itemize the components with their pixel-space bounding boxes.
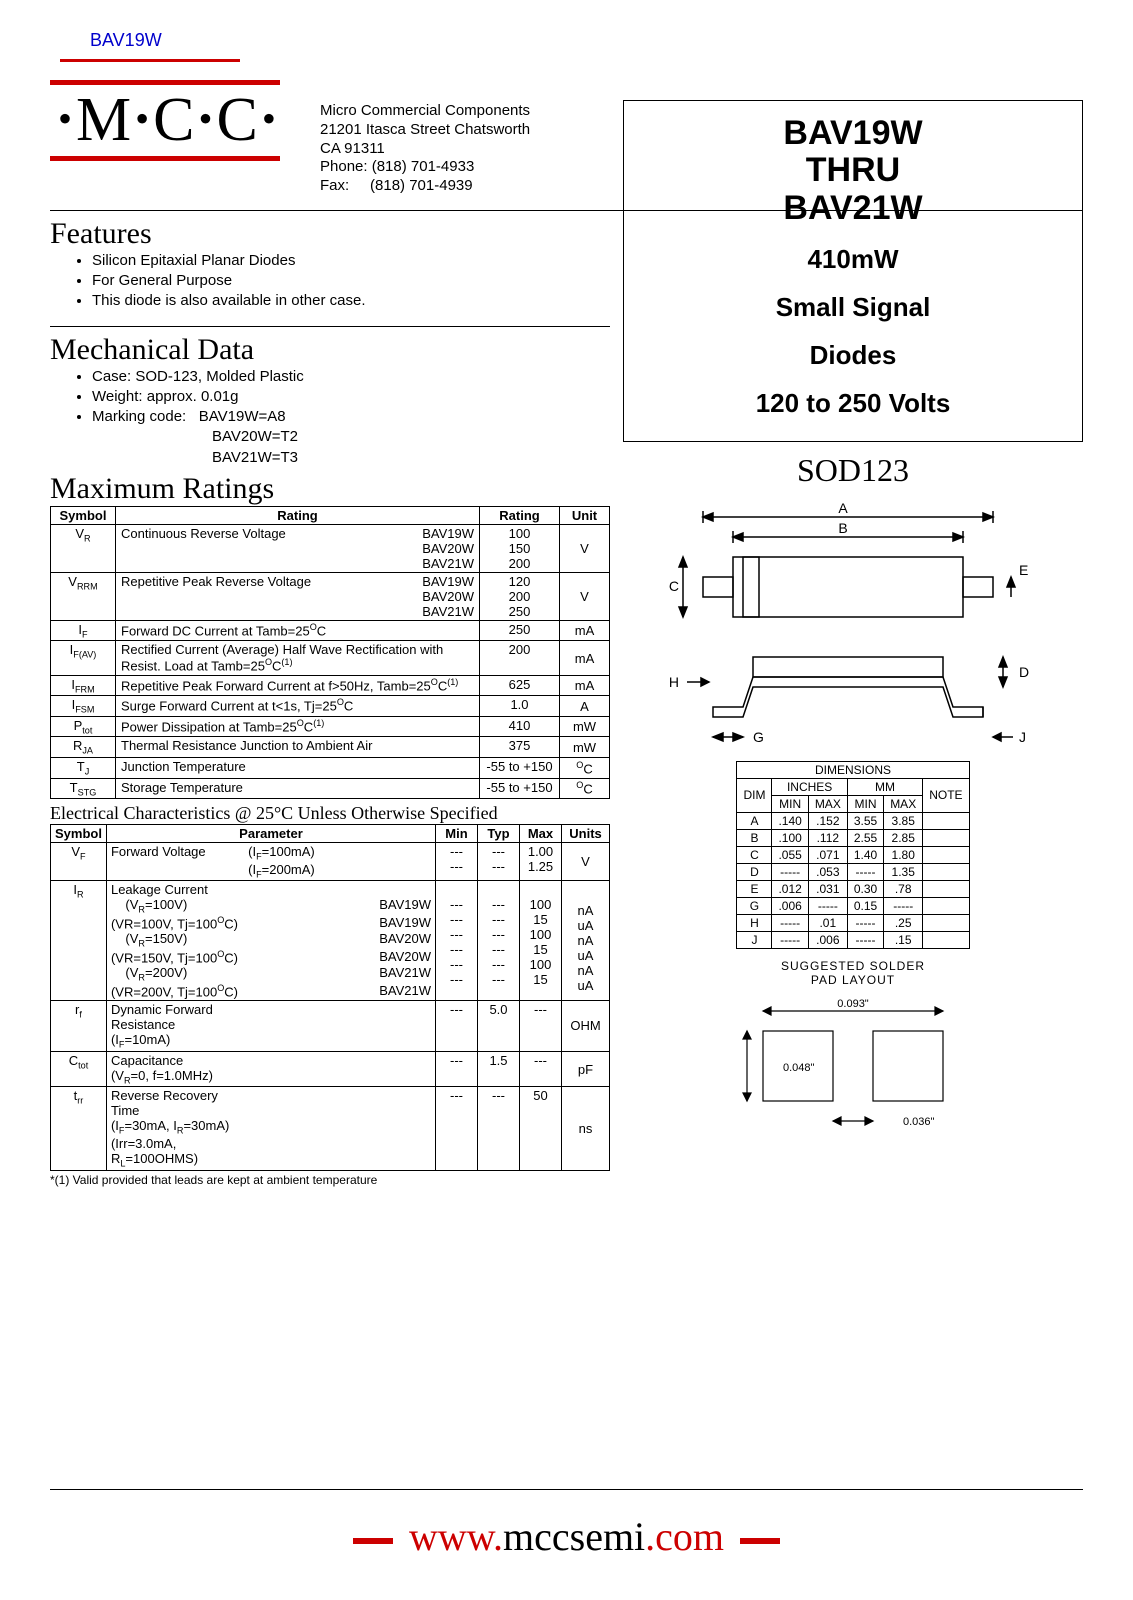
table-row: CtotCapacitance(VR=0, f=1.0MHz)--- 1.5 -… bbox=[51, 1051, 610, 1087]
mechanical-weight: Weight: approx. 0.01g bbox=[92, 387, 610, 407]
solder-diagram: 0.093" 0.048" 0.036" bbox=[703, 991, 1003, 1151]
footer-url: www.mccsemi.com bbox=[0, 1513, 1133, 1560]
table-row: IF(AV)Rectified Current (Average) Half W… bbox=[51, 641, 610, 675]
left-column: Features Silicon Epitaxial Planar Diodes… bbox=[50, 217, 610, 1187]
table-row: C.055.0711.401.80 bbox=[737, 846, 969, 863]
footer-divider bbox=[50, 1489, 1083, 1490]
company-city: CA 91311 bbox=[320, 140, 530, 159]
table-header-row: Symbol Rating Rating Unit bbox=[51, 506, 610, 524]
svg-text:A: A bbox=[838, 500, 848, 516]
table-row: IFRMRepetitive Peak Forward Current at f… bbox=[51, 675, 610, 696]
title-box: BAV19W THRU BAV21W 410mW Small Signal Di… bbox=[623, 100, 1083, 442]
mechanical-heading: Mechanical Data bbox=[50, 333, 610, 367]
feature-item: For General Purpose bbox=[92, 271, 610, 291]
table-row: A.140.1523.553.85 bbox=[737, 812, 969, 829]
svg-text:0.036": 0.036" bbox=[903, 1116, 935, 1128]
feature-item: This diode is also available in other ca… bbox=[92, 291, 610, 311]
fax-number: (818) 701-4939 bbox=[370, 177, 473, 194]
title-sub: 120 to 250 Volts bbox=[634, 389, 1072, 419]
company-street: 21201 Itasca Street Chatsworth bbox=[320, 121, 530, 140]
svg-text:E: E bbox=[1019, 562, 1028, 578]
package-diagram: A B C E H bbox=[643, 497, 1063, 757]
table-row: D-----.053-----1.35 bbox=[737, 863, 969, 880]
elec-char-table: Symbol Parameter Min Typ Max Units VFFor… bbox=[50, 824, 610, 1170]
header-link[interactable]: BAV19W bbox=[90, 30, 1083, 51]
title-sub: Small Signal bbox=[634, 293, 1072, 323]
table-row: B.100.1122.552.85 bbox=[737, 829, 969, 846]
package-label: SOD123 bbox=[623, 452, 1083, 489]
svg-text:B: B bbox=[838, 520, 847, 536]
max-ratings-heading: Maximum Ratings bbox=[50, 472, 610, 506]
table-row: G.006-----0.15----- bbox=[737, 897, 969, 914]
mechanical-case: Case: SOD-123, Molded Plastic bbox=[92, 367, 610, 387]
svg-text:J: J bbox=[1019, 729, 1026, 745]
table-row: TJJunction Temperature-55 to +150OC bbox=[51, 758, 610, 779]
table-row: IFSMSurge Forward Current at t<1s, Tj=25… bbox=[51, 696, 610, 717]
svg-text:H: H bbox=[669, 674, 679, 690]
table-row: VFForward Voltage(IF=100mA)(IF=200mA)---… bbox=[51, 843, 610, 881]
table-row: E.012.0310.30.78 bbox=[737, 880, 969, 897]
divider bbox=[50, 326, 610, 327]
solder-title: SUGGESTED SOLDERPAD LAYOUT bbox=[623, 959, 1083, 987]
title-line: BAV21W bbox=[634, 190, 1072, 227]
svg-text:0.093": 0.093" bbox=[837, 998, 869, 1010]
table-row: J-----.006-----.15 bbox=[737, 931, 969, 948]
mechanical-marking: Marking code: BAV19W=A8 BAV20W=T2 BAV21W… bbox=[92, 407, 610, 468]
title-sub: Diodes bbox=[634, 341, 1072, 371]
company-name: Micro Commercial Components bbox=[320, 102, 530, 121]
max-ratings-table: Symbol Rating Rating Unit VRContinuous R… bbox=[50, 506, 610, 799]
table-row: trrReverse Recovery Time(IF=30mA, IR=30m… bbox=[51, 1087, 610, 1170]
table-row: VRContinuous Reverse VoltageBAV19WBAV20W… bbox=[51, 524, 610, 572]
table-row: RJAThermal Resistance Junction to Ambien… bbox=[51, 737, 610, 758]
right-column: BAV19W THRU BAV21W 410mW Small Signal Di… bbox=[623, 100, 1083, 1155]
title-sub: 410mW bbox=[634, 245, 1072, 275]
table-row: IRLeakage Current (VR=100V)BAV19W(VR=100… bbox=[51, 881, 610, 1001]
mechanical-list: Case: SOD-123, Molded Plastic Weight: ap… bbox=[92, 367, 610, 468]
feature-item: Silicon Epitaxial Planar Diodes bbox=[92, 251, 610, 271]
table-row: TSTGStorage Temperature-55 to +150OC bbox=[51, 778, 610, 799]
title-line: THRU bbox=[634, 152, 1072, 189]
table-row: PtotPower Dissipation at Tamb=25OC(1)410… bbox=[51, 716, 610, 737]
svg-text:D: D bbox=[1019, 664, 1029, 680]
features-heading: Features bbox=[50, 217, 610, 251]
table-row: VRRMRepetitive Peak Reverse VoltageBAV19… bbox=[51, 572, 610, 620]
dimensions-table: DIMENSIONS DIM INCHES MM NOTE MINMAX MIN… bbox=[736, 761, 969, 949]
table-header-row: Symbol Parameter Min Typ Max Units bbox=[51, 825, 610, 843]
elec-char-heading: Electrical Characteristics @ 25°C Unless… bbox=[50, 803, 610, 824]
phone-number: (818) 701-4933 bbox=[372, 158, 475, 175]
svg-text:C: C bbox=[669, 578, 679, 594]
company-address: Micro Commercial Components 21201 Itasca… bbox=[320, 102, 530, 196]
footnote: *(1) Valid provided that leads are kept … bbox=[50, 1173, 610, 1187]
header-link-rule bbox=[60, 59, 240, 62]
logo: •M•C•C• bbox=[50, 80, 280, 161]
svg-text:0.048": 0.048" bbox=[783, 1062, 815, 1074]
features-list: Silicon Epitaxial Planar DiodesFor Gener… bbox=[92, 251, 610, 312]
fax-label: Fax: bbox=[320, 177, 349, 194]
table-row: H-----.01-----.25 bbox=[737, 914, 969, 931]
table-row: rfDynamic Forward Resistance(IF=10mA)---… bbox=[51, 1001, 610, 1052]
phone-label: Phone: bbox=[320, 158, 368, 175]
svg-text:G: G bbox=[753, 729, 764, 745]
table-row: IFForward DC Current at Tamb=25OC250mA bbox=[51, 620, 610, 641]
title-line: BAV19W bbox=[634, 115, 1072, 152]
